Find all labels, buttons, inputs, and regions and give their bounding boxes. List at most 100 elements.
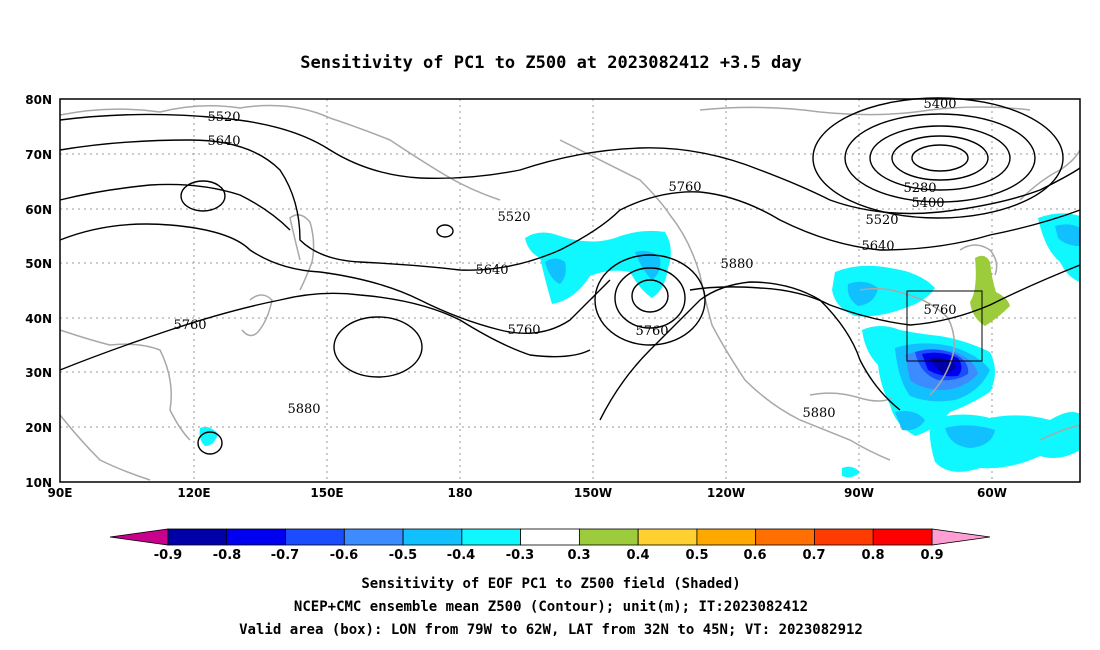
colorbar-label: 0.3 — [567, 548, 590, 563]
lat-label: 50N — [25, 257, 52, 271]
contour-label: 5760 — [923, 303, 956, 318]
colorbar-end-high — [931, 528, 991, 546]
coast-indochina — [59, 414, 151, 481]
colorbar-label: 0.5 — [685, 548, 708, 563]
shade-atlantic-max — [930, 357, 956, 374]
coastlines — [59, 104, 1081, 481]
lon-label: 150E — [310, 486, 343, 500]
colorbar-label: 0.7 — [802, 548, 825, 563]
colorbar-cell — [755, 528, 815, 546]
contour-label: 5760 — [507, 323, 540, 338]
colorbar-label: -0.8 — [213, 548, 241, 563]
colorbar-cell — [461, 528, 522, 546]
colorbar-cell — [167, 528, 228, 546]
latitude-labels: 80N 70N 60N 50N 40N 30N 20N 10N — [25, 93, 52, 490]
shade-north-pacific-core — [545, 258, 566, 284]
contour-low-arctic-2 — [844, 113, 1036, 203]
contour-label: 5640 — [861, 239, 894, 254]
contour-low-gulf-inner — [631, 279, 669, 313]
lat-label: 60N — [25, 203, 52, 217]
contour-low-arctic-3 — [869, 125, 1011, 191]
coast-us-east — [859, 287, 955, 396]
contour-label: 5880 — [720, 257, 753, 272]
colorbar-cell — [578, 528, 639, 546]
coast-labrador — [959, 244, 998, 276]
colorbar-cell — [285, 528, 345, 546]
z500-contours — [59, 97, 1081, 455]
map-frame — [59, 98, 1081, 483]
colorbar-label: -0.6 — [330, 548, 358, 563]
colorbar-cell — [814, 528, 874, 546]
contour-label: 5520 — [865, 213, 898, 228]
contour-label: 5280 — [903, 181, 936, 196]
contour-labels: 5400 5520 5640 5280 5400 5520 5640 5760 … — [173, 97, 956, 421]
lon-label: 120E — [177, 486, 210, 500]
shade-ne-atlantic-core — [1055, 224, 1080, 246]
contour-low-arctic-1 — [812, 97, 1064, 219]
lon-label: 180 — [447, 486, 472, 500]
contour-label: 5760 — [635, 324, 668, 339]
lon-label: 60W — [977, 486, 1007, 500]
contour-high-pacific — [333, 316, 423, 378]
colorbar-labels: -0.9 -0.8 -0.7 -0.6 -0.5 -0.4 -0.3 0.3 0… — [154, 548, 944, 563]
colorbar-end-low — [109, 528, 169, 546]
colorbar-label: -0.9 — [154, 548, 182, 563]
coast-south-america — [1039, 424, 1081, 441]
colorbar-label: 0.8 — [861, 548, 884, 563]
colorbar-label: 0.4 — [626, 548, 649, 563]
gridlines — [60, 99, 1080, 482]
shade-gulf-alaska-core — [635, 250, 661, 280]
colorbar-cell — [343, 528, 404, 546]
contour-low-arctic-5 — [911, 144, 969, 172]
contour-label: 5400 — [923, 97, 956, 112]
colorbar-cell — [696, 528, 757, 546]
shade-subtropical-core — [945, 425, 995, 448]
shade-eastern-pacific — [842, 466, 860, 478]
contour-low-gulf-mid — [614, 267, 686, 329]
lon-label: 150W — [574, 486, 612, 500]
colorbar-cells — [167, 528, 933, 546]
contour-label: 5880 — [802, 406, 835, 421]
coast-siberia — [59, 104, 501, 201]
colorbar-label: -0.4 — [447, 548, 475, 563]
caption-line-1: Sensitivity of EOF PC1 to Z500 field (Sh… — [361, 576, 740, 592]
figure-title: Sensitivity of PC1 to Z500 at 2023082412… — [300, 53, 802, 73]
caption-line-2: NCEP+CMC ensemble mean Z500 (Contour); u… — [294, 599, 808, 615]
lon-label: 120W — [707, 486, 745, 500]
coast-east-asia — [59, 329, 191, 441]
colorbar-cell — [637, 528, 698, 546]
colorbar-label: 0.6 — [743, 548, 766, 563]
contour-low-gulf-outer — [594, 254, 706, 346]
valid-area-box — [906, 290, 983, 362]
lat-label: 30N — [25, 366, 52, 380]
contour-label: 5520 — [497, 210, 530, 225]
contour-label: 5880 — [287, 402, 320, 417]
lat-label: 40N — [25, 312, 52, 326]
contour-label: 5640 — [475, 263, 508, 278]
lon-label: 90W — [844, 486, 874, 500]
colorbar-cell — [520, 528, 580, 546]
coast-north-america-west — [559, 139, 891, 461]
contour-philippines — [197, 431, 223, 455]
longitude-labels: 90E 120E 150E 180 150W 120W 90W 60W — [48, 486, 1007, 500]
colorbar-cell — [402, 528, 463, 546]
coast-gulf-mexico — [809, 392, 893, 402]
colorbar-label: -0.3 — [506, 548, 534, 563]
contour-5760-west — [59, 223, 611, 335]
coast-arctic-canada — [699, 106, 1031, 116]
contour-5880-east — [599, 281, 901, 421]
colorbar-cell — [226, 528, 286, 546]
colorbar-cell — [872, 528, 933, 546]
contour-5640 — [59, 139, 1081, 271]
shade-caribbean — [895, 411, 925, 431]
map-plot-area: 5400 5520 5640 5280 5400 5520 5640 5760 … — [59, 97, 1081, 483]
contour-label: 5760 — [668, 180, 701, 195]
lon-label: 90E — [48, 486, 73, 500]
contour-low-arctic-4 — [891, 135, 989, 181]
lat-label: 20N — [25, 421, 52, 435]
colorbar-label: -0.7 — [271, 548, 299, 563]
colorbar: -0.9 -0.8 -0.7 -0.6 -0.5 -0.4 -0.3 0.3 0… — [109, 528, 991, 563]
contour-label: 5760 — [173, 318, 206, 333]
contour-label: 5520 — [207, 110, 240, 125]
